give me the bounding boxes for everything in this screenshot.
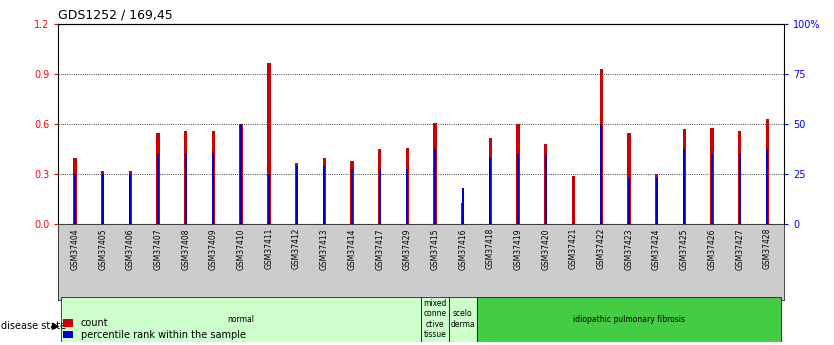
Text: GDS1252 / 169,45: GDS1252 / 169,45 <box>58 9 173 22</box>
Bar <box>462 188 464 224</box>
Bar <box>185 152 187 224</box>
Bar <box>267 62 270 224</box>
Text: normal: normal <box>228 315 254 324</box>
Text: GSM37408: GSM37408 <box>181 228 190 269</box>
Text: GSM37429: GSM37429 <box>403 228 412 269</box>
Bar <box>655 174 658 224</box>
Bar <box>324 166 325 224</box>
Text: GSM37415: GSM37415 <box>430 228 440 269</box>
Bar <box>74 174 76 224</box>
Bar <box>683 149 686 224</box>
Bar <box>766 149 768 224</box>
Text: GSM37405: GSM37405 <box>98 228 108 270</box>
Bar <box>434 122 437 224</box>
Text: GSM37404: GSM37404 <box>71 228 79 270</box>
Legend: count, percentile rank within the sample: count, percentile rank within the sample <box>63 318 246 340</box>
Bar <box>738 131 741 224</box>
Bar <box>628 178 630 224</box>
Bar <box>240 124 242 224</box>
Text: GSM37409: GSM37409 <box>209 228 218 270</box>
Bar <box>157 132 160 224</box>
Bar <box>490 158 491 224</box>
Bar <box>711 128 714 224</box>
Text: GSM37425: GSM37425 <box>680 228 689 269</box>
Bar <box>351 169 353 224</box>
Bar <box>421 297 449 342</box>
Bar <box>572 176 575 224</box>
Text: GSM37414: GSM37414 <box>348 228 356 269</box>
Bar <box>102 174 103 224</box>
Bar <box>128 171 132 224</box>
Bar <box>378 149 381 224</box>
Bar <box>449 297 476 342</box>
Bar <box>476 297 781 342</box>
Bar <box>157 152 159 224</box>
Bar <box>739 152 741 224</box>
Bar <box>656 178 657 224</box>
Bar <box>682 129 686 224</box>
Bar <box>406 169 409 224</box>
Text: disease state: disease state <box>1 321 66 331</box>
Text: mixed
conne
ctive
tissue: mixed conne ctive tissue <box>424 299 447 339</box>
Text: GSM37410: GSM37410 <box>237 228 246 269</box>
Bar <box>627 132 631 224</box>
Bar <box>239 124 243 224</box>
Text: GSM37421: GSM37421 <box>569 228 578 269</box>
Bar <box>61 297 421 342</box>
Bar <box>213 152 214 224</box>
Bar <box>600 69 603 224</box>
Bar <box>489 138 492 224</box>
Bar <box>544 144 547 224</box>
Bar <box>516 124 520 224</box>
Bar <box>461 203 465 224</box>
Text: GSM37423: GSM37423 <box>625 228 633 269</box>
Bar <box>350 161 354 224</box>
Bar <box>517 154 519 224</box>
Text: GSM37426: GSM37426 <box>707 228 716 269</box>
Bar <box>129 174 131 224</box>
Text: GSM37424: GSM37424 <box>652 228 661 269</box>
Text: GSM37416: GSM37416 <box>458 228 467 269</box>
Bar <box>295 166 298 224</box>
Text: GSM37407: GSM37407 <box>153 228 163 270</box>
Text: GSM37412: GSM37412 <box>292 228 301 269</box>
Text: GSM37420: GSM37420 <box>541 228 550 269</box>
Text: GSM37422: GSM37422 <box>596 228 605 269</box>
Bar <box>379 169 380 224</box>
Text: GSM37427: GSM37427 <box>735 228 744 269</box>
Bar <box>600 124 602 224</box>
Bar <box>323 158 326 224</box>
Bar <box>268 174 270 224</box>
Bar <box>766 119 769 224</box>
Text: scelo
derma: scelo derma <box>450 309 475 329</box>
Text: idiopathic pulmonary fibrosis: idiopathic pulmonary fibrosis <box>573 315 685 324</box>
Bar <box>295 162 299 224</box>
Bar <box>545 154 547 224</box>
Bar <box>711 154 713 224</box>
Text: GSM37417: GSM37417 <box>375 228 384 269</box>
Text: GSM37428: GSM37428 <box>763 228 771 269</box>
Text: GSM37406: GSM37406 <box>126 228 135 270</box>
Bar <box>212 131 215 224</box>
Bar <box>405 148 409 224</box>
Bar <box>101 171 104 224</box>
Text: GSM37419: GSM37419 <box>514 228 523 269</box>
Text: GSM37418: GSM37418 <box>486 228 495 269</box>
Bar <box>73 158 77 224</box>
Bar <box>184 131 188 224</box>
Bar <box>572 176 575 224</box>
Text: ▶: ▶ <box>52 321 59 331</box>
Text: GSM37411: GSM37411 <box>264 228 274 269</box>
Text: GSM37413: GSM37413 <box>319 228 329 269</box>
Bar <box>434 149 436 224</box>
